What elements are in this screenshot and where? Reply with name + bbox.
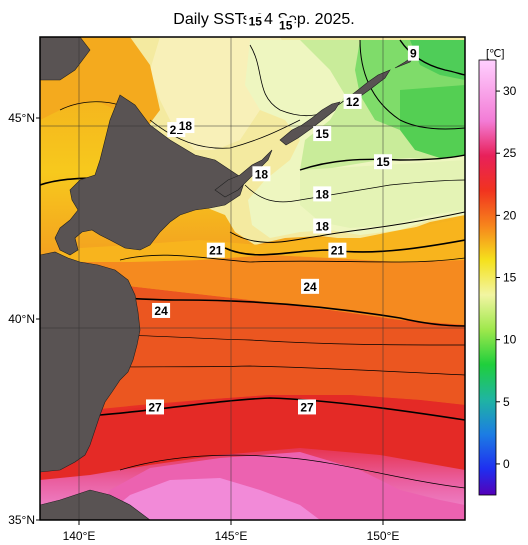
contour-label: 9 [410, 47, 417, 61]
contour-label: 15 [279, 19, 293, 33]
graticule [40, 37, 465, 520]
contour-label-bg [328, 242, 347, 258]
contour-label-bg [407, 45, 419, 61]
contour-label: 27 [148, 400, 162, 414]
contour-label: 24 [154, 304, 168, 318]
contour-label: 21 [331, 244, 345, 258]
contour-label-bg [252, 166, 271, 182]
colorbar-tick-label: 10 [503, 333, 517, 347]
map-frame [39, 36, 466, 521]
contour-label: 24 [303, 280, 317, 294]
contour-label: 27 [300, 400, 314, 414]
contour-label-bg [313, 126, 332, 142]
contour-label: 18 [255, 167, 269, 181]
contour-label: 21 [209, 244, 223, 258]
lon-tick-label: 150°E [367, 529, 400, 543]
lat-tick-label: 45°N [8, 111, 35, 125]
isotherm-lines [40, 39, 465, 489]
contour-label: 18 [179, 119, 193, 133]
lon-tick-label: 140°E [63, 529, 96, 543]
contour-label-bg [146, 399, 164, 415]
contour-label: 12 [346, 95, 360, 109]
contour-label: 18 [316, 220, 330, 234]
colorbar-tick-label: 20 [503, 208, 517, 222]
contour-label-bg [313, 186, 332, 202]
contour-label: 15 [249, 15, 263, 29]
colorbar-unit: [℃] [486, 48, 504, 60]
contour-label-bg [246, 13, 265, 29]
contour-label-bg [343, 93, 362, 109]
contour-label-bg [152, 302, 171, 318]
contour-label: 15 [376, 155, 390, 169]
lat-tick-label: 40°N [8, 312, 35, 326]
colorbar-tick-label: 5 [503, 395, 510, 409]
contour-label: 15 [316, 127, 330, 141]
lat-tick-label: 35°N [8, 513, 35, 527]
colorbar: [℃] 30 25 20 15 10 5 0 [478, 48, 517, 496]
landmass [40, 37, 416, 520]
contour-label-bg [206, 242, 225, 258]
colorbar-tick-label: 15 [503, 271, 517, 285]
contour-label-bg [301, 278, 320, 294]
contour-label-bg [374, 154, 392, 170]
contour-label-bg [176, 118, 195, 134]
colorbar-tick-label: 0 [503, 457, 510, 471]
colorbar-scale [478, 59, 497, 496]
colorbar-tick-label: 25 [503, 146, 517, 160]
contour-label-bg [298, 399, 316, 415]
axis-labels: 45°N 40°N 35°N 140°E 145°E 150°E [8, 111, 399, 543]
contour-label-bg [313, 218, 332, 234]
contour-label-bg [276, 17, 295, 33]
colorbar-tick-label: 30 [503, 84, 517, 98]
lon-tick-label: 145°E [215, 529, 248, 543]
contour-label: 18 [316, 187, 330, 201]
